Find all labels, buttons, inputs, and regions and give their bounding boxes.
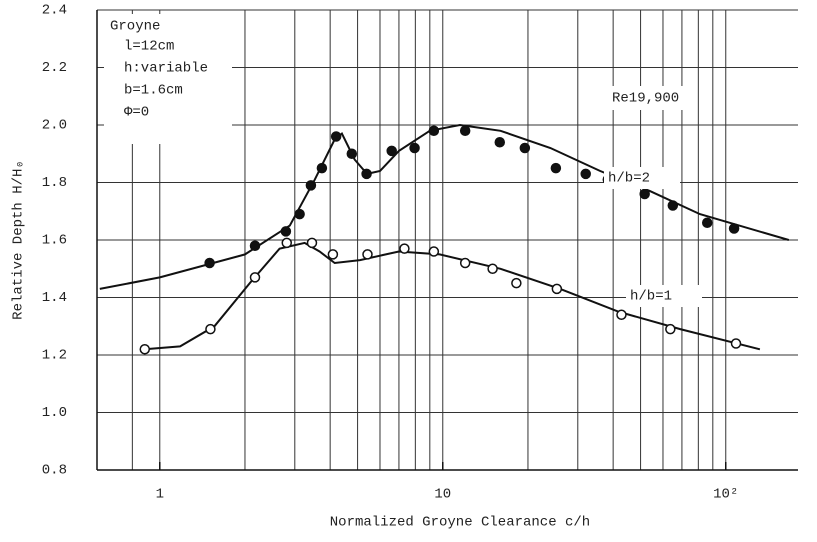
data-point [204, 257, 215, 269]
data-point [281, 237, 293, 249]
data-point [487, 263, 498, 274]
data-point [316, 162, 328, 174]
data-point [728, 223, 740, 234]
data-point [280, 226, 292, 237]
data-point [667, 200, 679, 211]
y-tick-label: 2.2 [42, 60, 67, 76]
fit-curve [144, 241, 761, 351]
annotation: b=1.6cm [124, 83, 183, 99]
y-tick-label: 1.6 [42, 233, 67, 249]
data-point [494, 137, 506, 148]
data-point [330, 131, 342, 142]
data-point [249, 240, 261, 251]
data-point [639, 188, 650, 200]
data-point [346, 148, 358, 159]
annotation-box [606, 86, 692, 110]
data-point [428, 125, 440, 136]
data-point [428, 246, 440, 257]
data-point [386, 145, 397, 157]
data-point [305, 180, 317, 191]
y-axis-label: Relative Depth H/H₀ [11, 160, 27, 320]
series-label: h/b=1 [630, 289, 672, 305]
annotation: h:variable [124, 61, 208, 77]
data-point [409, 142, 420, 154]
x-tick-label: 10² [713, 487, 738, 503]
fit-curve [99, 123, 790, 290]
data-point [730, 338, 742, 349]
annotation: Re19,900 [612, 91, 679, 107]
data-point [616, 309, 627, 320]
data-point [362, 249, 373, 260]
data-point [701, 217, 713, 228]
data-point [551, 283, 563, 295]
data-point [399, 243, 410, 254]
y-tick-label: 1.0 [42, 405, 67, 421]
data-point [665, 323, 676, 335]
y-tick-label: 1.8 [42, 175, 67, 191]
y-tick-label: 1.2 [42, 348, 67, 364]
annotation: Groyne [110, 19, 160, 35]
annotation: l=12cm [124, 39, 174, 55]
annotation: Φ=0 [124, 105, 149, 121]
data-point [306, 237, 318, 249]
y-tick-label: 2.4 [42, 3, 67, 19]
x-tick-label: 10 [434, 487, 451, 503]
y-tick-label: 2.0 [42, 118, 67, 134]
series-label-bg [604, 167, 680, 189]
annotation-box [104, 14, 232, 144]
data-point [459, 125, 471, 136]
series-label: h/b=2 [608, 171, 650, 187]
data-point [327, 249, 339, 260]
data-point [249, 272, 261, 283]
data-point [361, 168, 372, 180]
data-point [294, 208, 305, 220]
y-tick-label: 1.4 [42, 290, 67, 306]
x-tick-label: 1 [156, 487, 164, 503]
data-point [511, 277, 522, 289]
data-point [580, 168, 591, 180]
data-point [139, 344, 151, 355]
data-point [205, 323, 216, 335]
series-label-bg [626, 285, 702, 307]
data-point [459, 257, 471, 269]
y-tick-label: 0.8 [42, 463, 67, 479]
data-point [550, 162, 562, 174]
x-axis-label: Normalized Groyne Clearance c/h [330, 515, 590, 531]
data-point [519, 142, 531, 154]
